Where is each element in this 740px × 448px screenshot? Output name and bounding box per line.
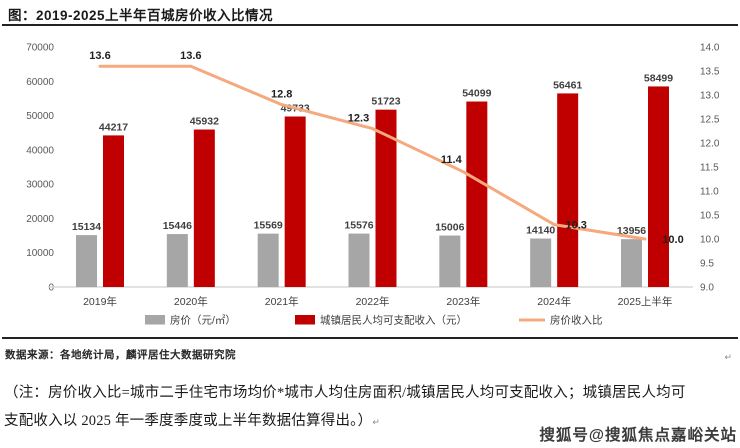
bar-price — [348, 233, 370, 287]
x-axis-label: 2021年 — [265, 295, 299, 308]
x-axis-label: 2020年 — [174, 295, 208, 308]
y-axis-right-tick-label: 13.5 — [700, 67, 720, 78]
bar-price-value-label: 15134 — [72, 221, 101, 233]
y-axis-left-tick-label: 10000 — [26, 248, 54, 259]
watermark-text: 搜狐号@搜狐焦点嘉峪关站 — [539, 427, 737, 444]
x-axis-label: 2022年 — [356, 295, 390, 308]
price-income-ratio-chart: 0 10000 20000 30000 40000 50000 60000 70000 9.0 9… — [26, 43, 720, 327]
y-axis-right-tick-label: 13.0 — [700, 91, 720, 102]
bar-income — [466, 101, 488, 287]
y-axis-left-tick-label: 20000 — [26, 214, 54, 225]
bar-price-value-label: 15006 — [435, 222, 464, 234]
bar-price — [439, 235, 461, 287]
legend-income-label: 城镇居民人均可支配收入（元） — [320, 314, 467, 327]
footnote-line-2: 支配收入以 2025 年一季度季度或上半年数据估算得出。） — [4, 413, 373, 429]
bar-income — [557, 93, 579, 287]
y-axis-left-tick-label: 0 — [48, 283, 54, 294]
y-axis-right-tick-label: 10.5 — [700, 211, 720, 222]
bar-income — [375, 109, 397, 287]
bar-price-value-label: 15569 — [254, 220, 283, 232]
bar-price — [166, 234, 188, 287]
y-axis-left-tick-label: 70000 — [26, 43, 54, 54]
bar-price — [257, 233, 279, 287]
ratio-point-label: 13.6 — [180, 50, 201, 62]
y-axis-left-tick-label: 50000 — [26, 111, 54, 122]
paragraph-mark-icon: ↵ — [372, 417, 381, 427]
bar-income — [648, 86, 669, 287]
y-axis-right-tick-label: 12.0 — [700, 139, 720, 150]
y-axis-right-tick-label: 14.0 — [700, 43, 720, 54]
x-axis-label: 2023年 — [446, 295, 480, 308]
bar-income-value-label: 44217 — [99, 121, 128, 133]
chart-title: 图：2019-2025上半年百城房价收入比情况 — [8, 8, 274, 23]
legend-price-label: 房价（元/㎡） — [170, 314, 236, 327]
ratio-line — [98, 64, 647, 241]
title-divider — [2, 24, 738, 26]
bar-income-value-label: 51723 — [371, 96, 400, 108]
bar-price-value-label: 15576 — [344, 220, 373, 232]
ratio-point-label: 11.4 — [441, 154, 463, 166]
bar-price — [621, 239, 642, 287]
bar-price-value-label: 15446 — [163, 220, 192, 232]
ratio-point-label: 12.3 — [348, 113, 369, 125]
legend-ratio-label: 房价收入比 — [550, 314, 603, 327]
ratio-point-label: 13.6 — [89, 50, 110, 62]
bar-income-value-label: 58499 — [644, 72, 673, 84]
y-axis-left-tick-label: 60000 — [26, 77, 54, 88]
y-axis-left-tick-label: 40000 — [26, 145, 54, 156]
footnote: （注：房价收入比=城市二手住宅市场均价*城市人均住房面积/城镇居民人均可支配收入… — [4, 379, 740, 436]
bar-price — [76, 235, 97, 287]
y-axis-right-tick-label: 9.0 — [700, 283, 714, 294]
ratio-point-label: 10.0 — [662, 234, 683, 246]
bar-price-value-label: 13956 — [617, 225, 646, 237]
legend-income-swatch — [295, 315, 315, 325]
ratio-point-label: 10.3 — [565, 220, 586, 232]
y-axis-right-tick-label: 10.0 — [700, 235, 720, 246]
y-axis-right-tick-label: 12.5 — [700, 115, 720, 126]
x-axis-label: 2025上半年 — [618, 295, 673, 308]
bar-income-value-label: 56461 — [553, 79, 582, 91]
x-axis-label: 2019年 — [83, 295, 117, 308]
y-axis-right-tick-label: 11.0 — [700, 187, 719, 198]
y-axis-right-tick-label: 11.5 — [700, 163, 719, 174]
bar-income — [193, 129, 215, 287]
source-divider — [2, 337, 738, 339]
data-source-text: 数据来源：各地统计局，麟评居住大数据研究院 — [5, 349, 236, 361]
ratio-point-label: 12.8 — [271, 89, 292, 101]
footnote-line-1: （注：房价收入比=城市二手住宅市场均价*城市人均住房面积/城镇居民人均可支配收入… — [4, 385, 686, 401]
legend-price-swatch — [145, 315, 165, 325]
x-axis-label: 2024年 — [537, 295, 571, 308]
y-axis-left-tick-label: 30000 — [26, 180, 54, 191]
bar-income-value-label: 45932 — [190, 116, 219, 128]
bar-price — [530, 238, 552, 287]
bar-income — [284, 116, 306, 288]
paragraph-mark-icon: ↵ — [724, 352, 732, 362]
y-axis-right-tick-label: 9.5 — [700, 259, 714, 270]
bar-income-value-label: 54099 — [462, 88, 491, 100]
bar-income — [103, 135, 124, 287]
bar-price-value-label: 14140 — [526, 225, 555, 237]
